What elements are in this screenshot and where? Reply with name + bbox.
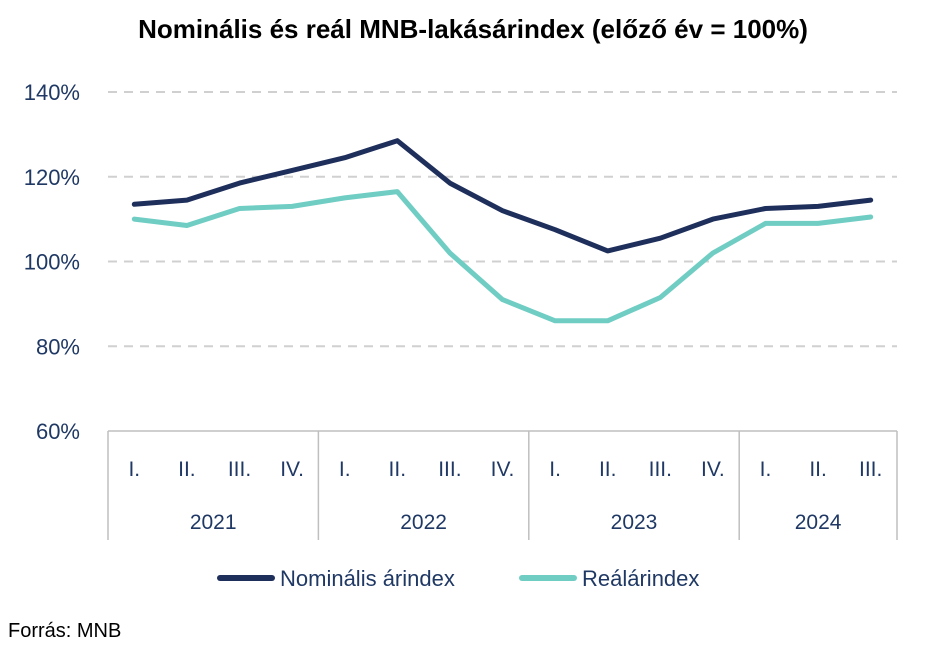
x-tick-label: III. [649,458,672,481]
x-tick-label: I. [128,458,140,481]
x-tick-label: I. [549,458,561,481]
x-tick-label: IV. [491,458,515,481]
y-tick-label: 140% [24,80,80,105]
x-tick-label: II. [389,458,407,481]
x-tick-label: II. [809,458,827,481]
x-tick-label: I. [760,458,772,481]
chart-title: Nominális és reál MNB-lakásárindex (előz… [138,14,808,44]
series-line [131,189,874,324]
x-tick-label: III. [438,458,461,481]
x-tick-label: II. [178,458,196,481]
y-tick-label: 100% [24,250,80,275]
x-tick-label: IV. [280,458,304,481]
source-note: Forrás: MNB [8,620,122,642]
x-tick-label: IV. [701,458,725,481]
year-label: 2024 [795,511,842,534]
x-tick-label: II. [599,458,617,481]
series-line [131,138,874,254]
legend-label: Reálárindex [582,566,699,591]
y-tick-label: 60% [36,419,80,444]
x-tick-label: III. [228,458,251,481]
x-tick-label: I. [339,458,351,481]
year-label: 2023 [611,511,658,534]
y-tick-label: 120% [24,165,80,190]
year-label: 2022 [400,511,447,534]
y-tick-label: 80% [36,334,80,359]
x-tick-label: III. [859,458,882,481]
year-label: 2021 [190,511,237,534]
legend-label: Nominális árindex [280,566,455,591]
